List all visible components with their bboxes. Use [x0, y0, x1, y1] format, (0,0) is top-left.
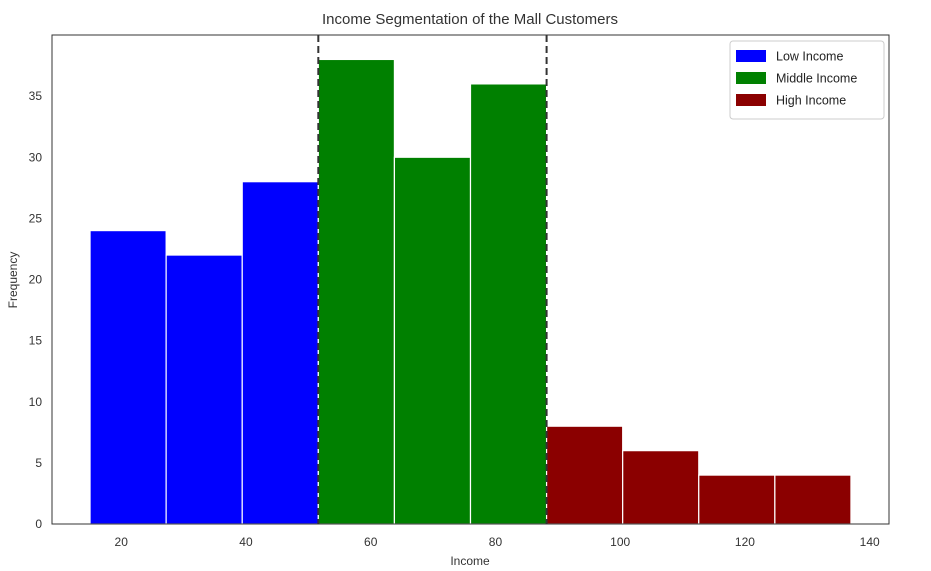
legend-swatch-1 [736, 72, 766, 84]
bar-1-0 [317, 58, 396, 525]
x-tick-label: 20 [115, 535, 129, 549]
y-tick-label: 25 [29, 211, 43, 225]
y-tick-label: 20 [29, 273, 43, 287]
y-axis-ticks: 0 5 10 15 20 25 30 35 [29, 89, 43, 531]
bar-0-2 [241, 181, 319, 525]
bar-0-1 [165, 254, 243, 525]
bar-2-1 [622, 450, 700, 525]
legend-label-0: Low Income [776, 50, 843, 64]
bar-2-2 [698, 474, 776, 525]
legend-label-2: High Income [776, 94, 846, 108]
x-tick-label: 100 [610, 535, 630, 549]
threshold-lines [317, 35, 548, 524]
y-axis-label: Frequency [6, 252, 20, 309]
chart-title: Income Segmentation of the Mall Customer… [322, 11, 618, 28]
bar-1-2 [469, 83, 548, 525]
y-tick-label: 10 [29, 395, 43, 409]
x-tick-label: 140 [860, 535, 880, 549]
y-tick-label: 15 [29, 334, 43, 348]
x-tick-label: 120 [735, 535, 755, 549]
y-tick-label: 35 [29, 89, 43, 103]
bar-2-3 [774, 474, 852, 525]
bar-1-1 [393, 156, 472, 525]
legend-label-1: Middle Income [776, 72, 857, 86]
x-tick-label: 40 [239, 535, 253, 549]
bars-group [89, 58, 852, 525]
legend-swatch-2 [736, 94, 766, 106]
x-tick-label: 60 [364, 535, 378, 549]
legend-frame [729, 40, 885, 120]
x-tick-label: 80 [489, 535, 503, 549]
x-axis-label: Income [450, 554, 490, 568]
x-axis-ticks: 20 40 60 80 100 120 140 [115, 535, 880, 549]
legend-swatch-0 [736, 50, 766, 62]
bar-2-0 [545, 425, 624, 525]
plot-frame [51, 34, 890, 525]
y-tick-label: 5 [35, 456, 42, 470]
bar-0-0 [89, 230, 167, 525]
legend: Low Income Middle Income High Income [729, 40, 885, 120]
y-tick-label: 0 [35, 517, 42, 531]
y-tick-label: 30 [29, 150, 43, 164]
